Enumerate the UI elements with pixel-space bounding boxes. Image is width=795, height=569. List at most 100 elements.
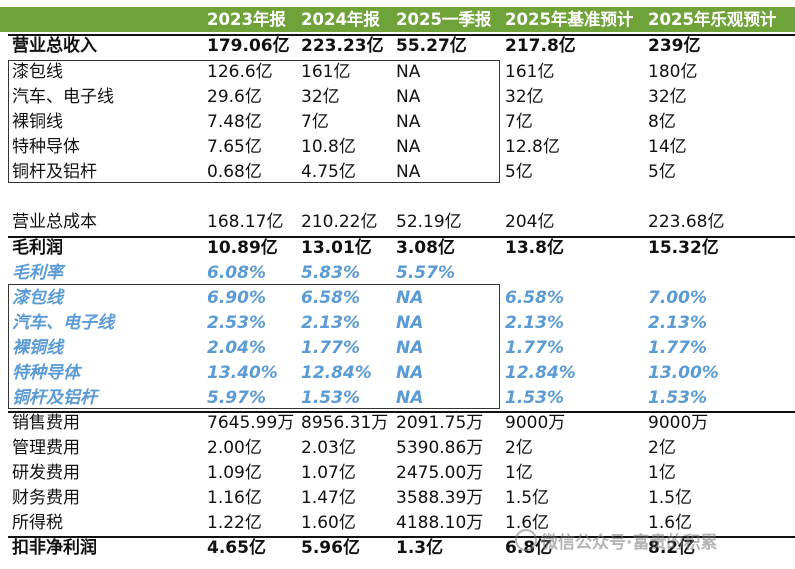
table-row-cell: 特种导体 (12, 363, 80, 383)
table-row-cell: 1.5亿 (505, 488, 550, 508)
table-row-cell: 29.6亿 (207, 87, 262, 107)
table-row-cell: 15.32亿 (648, 238, 719, 258)
table-row-cell: 5亿 (505, 162, 533, 182)
table-row-cell: 2.00亿 (207, 438, 262, 458)
table-row-cell: 5.97% (207, 388, 266, 408)
table-row-cell: 1.07亿 (301, 463, 356, 483)
table-row-cell: 2.13% (301, 313, 360, 333)
table-row-cell: 特种导体 (12, 137, 80, 157)
table-row-cell: NA (396, 288, 424, 308)
segment-box (8, 284, 500, 409)
table-row-cell: 汽车、电子线 (12, 313, 114, 333)
table-row-cell: 179.06亿 (207, 36, 290, 56)
table-row-cell: 1.22亿 (207, 513, 262, 533)
table-row-cell: 3588.39万 (396, 488, 484, 508)
table-row-cell: 2091.75万 (396, 413, 484, 433)
wechat-icon (515, 529, 537, 551)
table-row-cell: 1.77% (505, 338, 564, 358)
header-row-cell: 2025一季报 (396, 10, 492, 29)
table-row-cell: 32亿 (648, 87, 687, 107)
table-row-cell: 毛利润 (12, 238, 63, 258)
table-row-cell: 7.00% (648, 288, 707, 308)
table-row-cell: 1.77% (301, 338, 360, 358)
table-row-cell: 5亿 (648, 162, 676, 182)
table-row-cell: 13.40% (207, 363, 278, 383)
table-row-cell: 4.65亿 (207, 538, 266, 558)
header-row: 2023年报 2024年报 2025一季报 2025年基准预计 2025年乐观预计 (0, 7, 795, 32)
table-row-cell: 204亿 (505, 212, 555, 232)
table-row-cell: 6.08% (207, 263, 266, 283)
table-row-cell: 223.68亿 (648, 212, 725, 232)
table-row-cell: 12.84% (505, 363, 576, 383)
table-row-cell: 7亿 (301, 112, 329, 132)
table-row: 营业总收入 179.06亿 223.23亿 55.27亿 217.8亿 239亿 (0, 34, 795, 59)
table-row-cell: 12.8亿 (505, 137, 560, 157)
table-row: 裸铜线 2.04% 1.77% NA 1.77% 1.77% (0, 336, 795, 361)
table-row-cell: 9000万 (648, 413, 709, 433)
table-row-cell: 裸铜线 (12, 112, 63, 132)
table-row-cell: 铜杆及铝杆 (12, 162, 97, 182)
table-row-cell: 裸铜线 (12, 338, 63, 358)
table-row: 汽车、电子线 2.53% 2.13% NA 2.13% 2.13% (0, 311, 795, 336)
table-row-cell: 毛利率 (12, 263, 63, 283)
table-row-cell: 5.96亿 (301, 538, 360, 558)
table-row-cell: 2.03亿 (301, 438, 356, 458)
segment-box (8, 60, 500, 183)
table-row-cell: 32亿 (505, 87, 544, 107)
table-row-cell: 13.00% (648, 363, 719, 383)
table-row-cell: 4.75亿 (301, 162, 356, 182)
header-row-cell: 2025年乐观预计 (648, 10, 777, 29)
table-row-cell: NA (396, 338, 424, 358)
table-row-cell: 239亿 (648, 36, 701, 56)
table-row-cell: 180亿 (648, 62, 698, 82)
table-row-cell: 8亿 (648, 112, 676, 132)
table-row: 毛利率 6.08% 5.83% 5.57% (0, 261, 795, 286)
table-row: 铜杆及铝杆 5.97% 1.53% NA 1.53% 1.53% (0, 386, 795, 411)
table-row-cell: 汽车、电子线 (12, 87, 114, 107)
table-row: 管理费用 2.00亿 2.03亿 5390.86万 2亿 2亿 (0, 436, 795, 461)
table-row: 汽车、电子线 29.6亿 32亿 NA 32亿 32亿 (0, 85, 795, 110)
table-row-cell: 7.65亿 (207, 137, 262, 157)
table-row-cell: 1.09亿 (207, 463, 262, 483)
table-row-cell: 0.68亿 (207, 162, 262, 182)
table-row-cell: 6.58% (301, 288, 360, 308)
table-row-cell: 1.60亿 (301, 513, 356, 533)
table-row: 扣非净利润 4.65亿 5.96亿 1.3亿 6.8亿 8.2亿 (0, 536, 795, 561)
table-row-cell: 铜杆及铝杆 (12, 388, 97, 408)
table-row: 裸铜线 7.48亿 7亿 NA 7亿 8亿 (0, 110, 795, 135)
table-row-cell: 5390.86万 (396, 438, 484, 458)
table-row (0, 185, 795, 210)
table-row-cell: NA (396, 162, 421, 182)
table-row-cell: 1.5亿 (648, 488, 693, 508)
table-row-cell: 1.16亿 (207, 488, 262, 508)
table-row-cell: 5.57% (396, 263, 455, 283)
table-row-cell: 8956.31万 (301, 413, 389, 433)
table-row-cell: 13.8亿 (505, 238, 564, 258)
table-row: 毛利润 10.89亿 13.01亿 3.08亿 13.8亿 15.32亿 (0, 236, 795, 261)
table-row-cell: NA (396, 313, 424, 333)
table-row-cell: 7亿 (505, 112, 533, 132)
table-row: 所得税 1.22亿 1.60亿 4188.10万 1.6亿 1.6亿 (0, 511, 795, 536)
table-row-cell: 55.27亿 (396, 36, 467, 56)
table-row: 铜杆及铝杆 0.68亿 4.75亿 NA 5亿 5亿 (0, 160, 795, 185)
table-row-cell: 210.22亿 (301, 212, 378, 232)
table-row-cell: 2.13% (648, 313, 707, 333)
table-row-cell: 销售费用 (12, 413, 80, 433)
table-row-cell: 4188.10万 (396, 513, 484, 533)
table-row-cell: 7645.99万 (207, 413, 295, 433)
header-row-cell: 2024年报 (301, 10, 380, 29)
row-divider (8, 536, 795, 538)
table-row-cell: 10.89亿 (207, 238, 278, 258)
table-row-cell: 161亿 (505, 62, 555, 82)
table-row-cell: 2亿 (505, 438, 533, 458)
table-row-cell: 9000万 (505, 413, 566, 433)
table-row-cell: 管理费用 (12, 438, 80, 458)
table-row-cell: 7.48亿 (207, 112, 262, 132)
table-row-cell: 扣非净利润 (12, 538, 97, 558)
table-row-cell: 223.23亿 (301, 36, 384, 56)
table-row-cell: 217.8亿 (505, 36, 576, 56)
table-row-cell: 161亿 (301, 62, 351, 82)
table-row-cell: 6.90% (207, 288, 266, 308)
table-row-cell: 1.3亿 (396, 538, 444, 558)
